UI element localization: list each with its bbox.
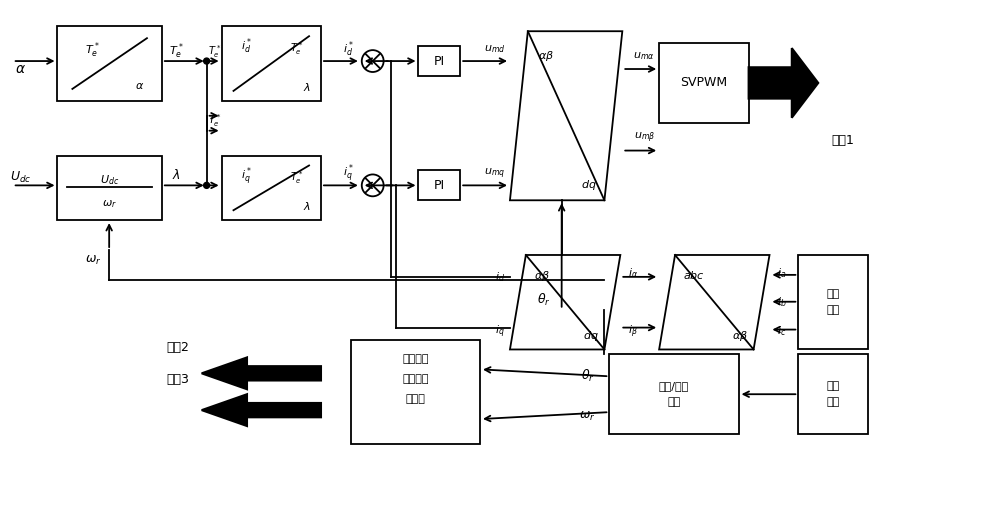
Text: $\alpha$: $\alpha$ [135,81,144,91]
Text: 位置: 位置 [827,381,840,391]
Bar [222,156,321,220]
Text: $\alpha\beta$: $\alpha\beta$ [732,329,748,343]
Text: 采集: 采集 [827,305,840,315]
Polygon shape [510,31,622,200]
Text: $i_d$: $i_d$ [495,270,505,284]
Text: $u_{mq}$: $u_{mq}$ [484,166,506,181]
Text: 驱动1: 驱动1 [832,134,855,147]
Circle shape [204,58,210,64]
Polygon shape [659,255,770,349]
Text: $\lambda$: $\lambda$ [303,81,311,93]
Text: $\theta_r$: $\theta_r$ [537,292,551,308]
Polygon shape [510,255,620,349]
Bar [798,255,868,349]
Text: $T_e^*$: $T_e^*$ [169,41,184,61]
Text: $\theta_r$: $\theta_r$ [581,368,594,384]
Text: $\lambda$: $\lambda$ [303,200,311,212]
Bar [609,355,739,434]
Bar [798,355,868,434]
Text: $dq$: $dq$ [583,329,598,343]
Text: $\omega_r$: $\omega_r$ [102,198,117,210]
Text: $\alpha\beta$: $\alpha\beta$ [538,49,554,63]
Text: 电流: 电流 [827,289,840,299]
Polygon shape [202,394,321,426]
Text: $U_{dc}$: $U_{dc}$ [10,170,31,185]
Polygon shape [749,48,818,118]
Text: $i_d^*$: $i_d^*$ [241,36,252,56]
Text: 位置/转速: 位置/转速 [659,381,689,391]
Text: $T_e^*$: $T_e^*$ [208,112,221,129]
Text: $T_e^*$: $T_e^*$ [85,40,100,60]
Text: $i_a$: $i_a$ [777,266,787,280]
Text: $\alpha\beta$: $\alpha\beta$ [534,269,550,283]
Text: $abc$: $abc$ [683,269,705,281]
Text: $i_\beta$: $i_\beta$ [628,323,638,340]
Text: 驱动3: 驱动3 [167,373,190,386]
Text: $u_{m\beta}$: $u_{m\beta}$ [634,130,655,145]
Text: $i_\alpha$: $i_\alpha$ [628,266,638,280]
Text: $\omega_r$: $\omega_r$ [579,410,596,423]
Text: $i_d^*$: $i_d^*$ [343,39,354,59]
Text: $i_q$: $i_q$ [495,323,505,340]
Text: 计算: 计算 [667,397,681,407]
Bar [222,26,321,101]
Text: $dq$: $dq$ [581,178,596,192]
Text: $\alpha$: $\alpha$ [15,62,26,76]
Polygon shape [202,358,321,389]
Text: $\lambda$: $\lambda$ [172,169,181,182]
Bar [351,339,480,444]
Text: 障判断: 障判断 [406,394,425,404]
Text: PI: PI [434,179,445,192]
Bar [418,171,460,200]
Text: $T_e^*$: $T_e^*$ [290,170,303,186]
Text: $i_b$: $i_b$ [777,295,787,309]
Bar [659,43,749,123]
Text: SVPWM: SVPWM [680,76,727,89]
Bar [418,46,460,76]
Text: $u_{md}$: $u_{md}$ [484,43,506,55]
Text: $i_q^*$: $i_q^*$ [241,166,252,188]
Text: 采集: 采集 [827,397,840,407]
Text: $\omega_r$: $\omega_r$ [85,254,101,267]
Text: $T_e^*$: $T_e^*$ [208,43,221,60]
Bar [57,156,162,220]
Circle shape [204,182,210,188]
Text: 驱动2: 驱动2 [167,341,190,354]
Text: $i_c$: $i_c$ [777,325,787,338]
Text: PI: PI [434,55,445,68]
Text: 状态及故: 状态及故 [402,374,429,384]
Text: $i_q^*$: $i_q^*$ [343,162,354,184]
Text: $U_{dc}$: $U_{dc}$ [100,173,119,187]
Bar [57,26,162,101]
Text: $u_{m\alpha}$: $u_{m\alpha}$ [633,50,655,62]
Text: $T_e^*$: $T_e^*$ [290,40,303,57]
Text: 电机运行: 电机运行 [402,355,429,365]
